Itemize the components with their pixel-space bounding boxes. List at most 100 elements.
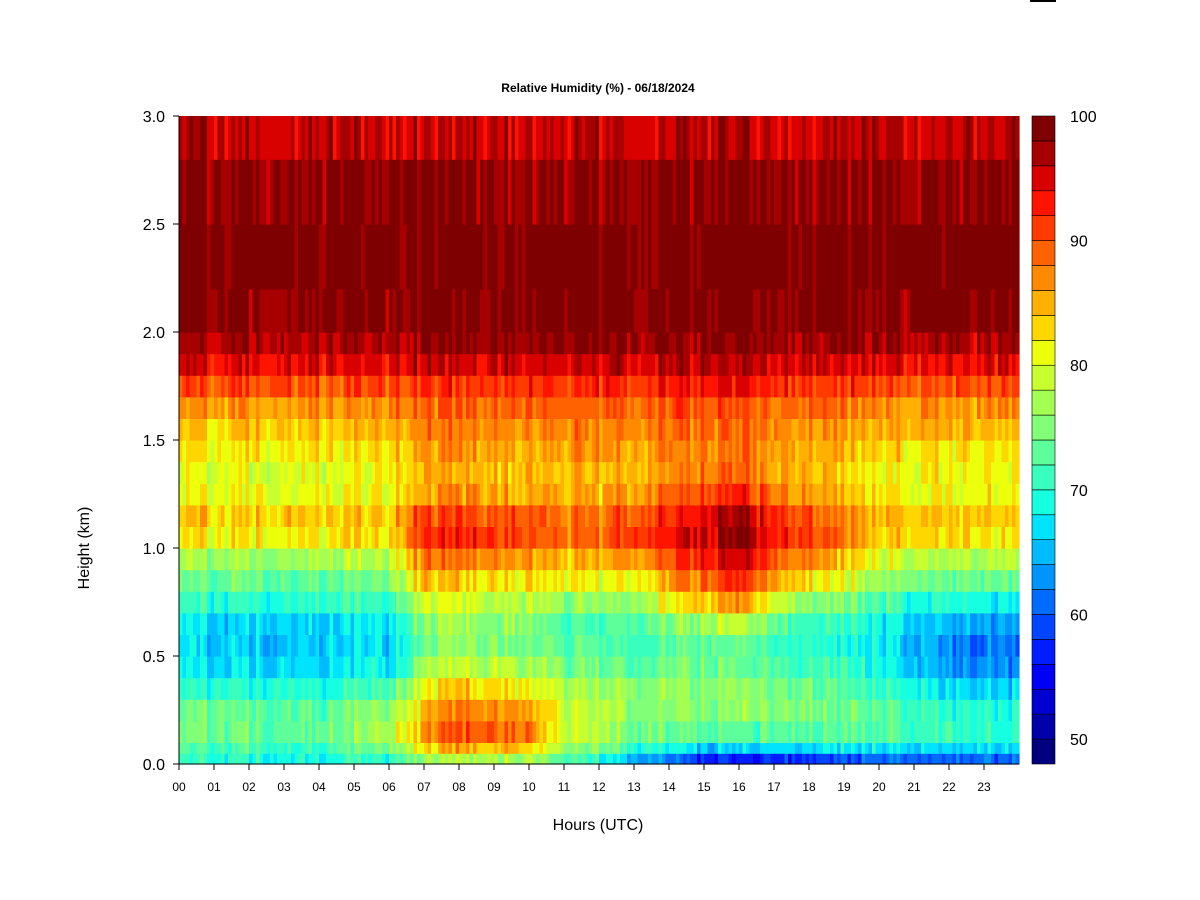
heatmap-cell	[627, 699, 632, 722]
heatmap-cell	[665, 504, 670, 527]
heatmap-cell	[515, 332, 520, 355]
heatmap-cell	[550, 288, 555, 333]
heatmap-cell	[455, 656, 460, 679]
heatmap-cell	[658, 720, 663, 743]
heatmap-cell	[840, 375, 845, 398]
heatmap-cell	[200, 699, 205, 722]
heatmap-cell	[441, 224, 446, 290]
heatmap-cell	[627, 353, 632, 376]
heatmap-cell	[858, 461, 863, 484]
heatmap-cell	[182, 569, 187, 592]
heatmap-cell	[392, 677, 397, 700]
heatmap-cell	[210, 440, 215, 463]
heatmap-cell	[536, 418, 541, 441]
heatmap-cell	[392, 548, 397, 571]
heatmap-cell	[595, 375, 600, 398]
heatmap-cell	[280, 116, 285, 160]
heatmap-cell	[700, 504, 705, 527]
heatmap-cell	[539, 288, 544, 333]
heatmap-cell	[543, 742, 548, 754]
heatmap-cell	[497, 634, 502, 657]
heatmap-cell	[217, 699, 222, 722]
heatmap-cell	[791, 591, 796, 614]
heatmap-cell	[207, 634, 212, 657]
heatmap-cell	[452, 396, 457, 419]
heatmap-cell	[858, 353, 863, 376]
heatmap-cell	[238, 548, 243, 571]
heatmap-cell	[844, 418, 849, 441]
heatmap-cell	[417, 288, 422, 333]
heatmap-cell	[189, 612, 194, 635]
heatmap-cell	[298, 288, 303, 333]
heatmap-cell	[455, 353, 460, 376]
heatmap-cell	[784, 483, 789, 506]
heatmap-cell	[637, 548, 642, 571]
heatmap-cell	[588, 375, 593, 398]
heatmap-cell	[396, 656, 401, 679]
heatmap-cell	[851, 224, 856, 290]
heatmap-cell	[487, 569, 492, 592]
heatmap-cell	[469, 677, 474, 700]
heatmap-cell	[655, 440, 660, 463]
heatmap-cell	[210, 224, 215, 290]
heatmap-cell	[809, 288, 814, 333]
heatmap-cell	[224, 591, 229, 614]
heatmap-cell	[749, 612, 754, 635]
heatmap-cell	[319, 634, 324, 657]
heatmap-cell	[459, 116, 464, 160]
heatmap-cell	[214, 418, 219, 441]
heatmap-cell	[508, 396, 513, 419]
heatmap-cell	[511, 116, 516, 160]
heatmap-cell	[483, 116, 488, 160]
heatmap-cell	[333, 699, 338, 722]
heatmap-cell	[707, 440, 712, 463]
heatmap-cell	[760, 483, 765, 506]
heatmap-cell	[805, 526, 810, 549]
heatmap-cell	[427, 591, 432, 614]
heatmap-cell	[634, 656, 639, 679]
heatmap-cell	[819, 699, 824, 722]
heatmap-cell	[501, 159, 506, 225]
heatmap-cell	[497, 569, 502, 592]
heatmap-cell	[560, 418, 565, 441]
heatmap-cell	[623, 332, 628, 355]
heatmap-cell	[683, 224, 688, 290]
heatmap-cell	[655, 116, 660, 160]
heatmap-cell	[770, 526, 775, 549]
heatmap-cell	[186, 224, 191, 290]
heatmap-cell	[399, 656, 404, 679]
heatmap-cell	[179, 375, 184, 398]
heatmap-cell	[473, 591, 478, 614]
heatmap-cell	[788, 591, 793, 614]
heatmap-cell	[462, 720, 467, 743]
heatmap-cell	[567, 634, 572, 657]
heatmap-cell	[693, 612, 698, 635]
heatmap-cell	[669, 634, 674, 657]
heatmap-cell	[721, 288, 726, 333]
heatmap-cell	[263, 224, 268, 290]
heatmap-cell	[623, 591, 628, 614]
heatmap-cell	[588, 224, 593, 290]
heatmap-cell	[648, 418, 653, 441]
heatmap-cell	[539, 504, 544, 527]
heatmap-cell	[231, 159, 236, 225]
heatmap-cell	[231, 753, 236, 765]
heatmap-cell	[599, 224, 604, 290]
heatmap-cell	[858, 634, 863, 657]
heatmap-cell	[375, 591, 380, 614]
heatmap-cell	[438, 483, 443, 506]
heatmap-cell	[350, 332, 355, 355]
heatmap-cell	[679, 288, 684, 333]
heatmap-cell	[795, 612, 800, 635]
heatmap-cell	[357, 418, 362, 441]
heatmap-cell	[613, 396, 618, 419]
heatmap-cell	[742, 634, 747, 657]
heatmap-cell	[452, 504, 457, 527]
heatmap-cell	[266, 504, 271, 527]
heatmap-cell	[756, 526, 761, 549]
heatmap-cell	[868, 699, 873, 722]
heatmap-cell	[574, 591, 579, 614]
heatmap-cell	[249, 288, 254, 333]
heatmap-cell	[396, 461, 401, 484]
heatmap-cell	[777, 548, 782, 571]
